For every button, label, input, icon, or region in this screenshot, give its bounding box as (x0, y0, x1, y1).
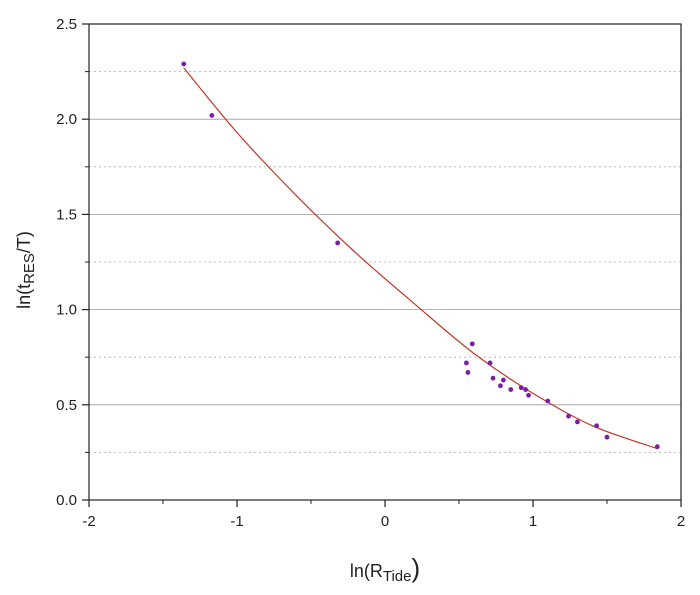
axis-ticks (82, 23, 682, 507)
data-point (465, 370, 471, 375)
data-point (508, 387, 514, 392)
x-axis-title: ln(RTide) (350, 553, 420, 585)
y-axis-title: ln(tRES/T) (14, 231, 38, 309)
data-point (498, 383, 503, 389)
y-tick-label: 2.0 (56, 111, 77, 128)
data-point (575, 419, 580, 425)
y-tick-label: 2.5 (56, 16, 77, 33)
data-point (604, 434, 610, 440)
y-tick-label: 0.0 (56, 492, 77, 509)
data-point (181, 61, 187, 67)
y-tick-label: 1.5 (56, 206, 77, 223)
data-point (487, 360, 493, 366)
data-point (518, 385, 524, 391)
y-tick-label: 1.0 (56, 302, 77, 319)
data-point (335, 240, 341, 246)
data-point (464, 360, 469, 366)
x-tick-label: 2 (677, 513, 685, 530)
tick-labels: -2 -1 0 1 2 0.0 0.5 1.0 1.5 2.0 2.5 (56, 16, 685, 530)
data-point (545, 398, 551, 404)
data-point (523, 387, 528, 392)
data-point (654, 444, 660, 450)
data-point (526, 392, 531, 398)
grid-lines (89, 71, 681, 453)
data-point (469, 341, 475, 347)
data-point (490, 375, 496, 381)
y-tick-label: 0.5 (56, 397, 77, 414)
data-point (209, 112, 215, 118)
fit-curve (183, 67, 658, 450)
x-tick-label: -2 (82, 513, 95, 530)
x-tick-label: -1 (230, 513, 243, 530)
data-points (181, 61, 660, 450)
data-point (566, 413, 571, 419)
x-tick-label: 1 (529, 513, 537, 530)
data-point (594, 423, 600, 429)
data-point (501, 377, 506, 383)
x-tick-label: 0 (381, 513, 389, 530)
